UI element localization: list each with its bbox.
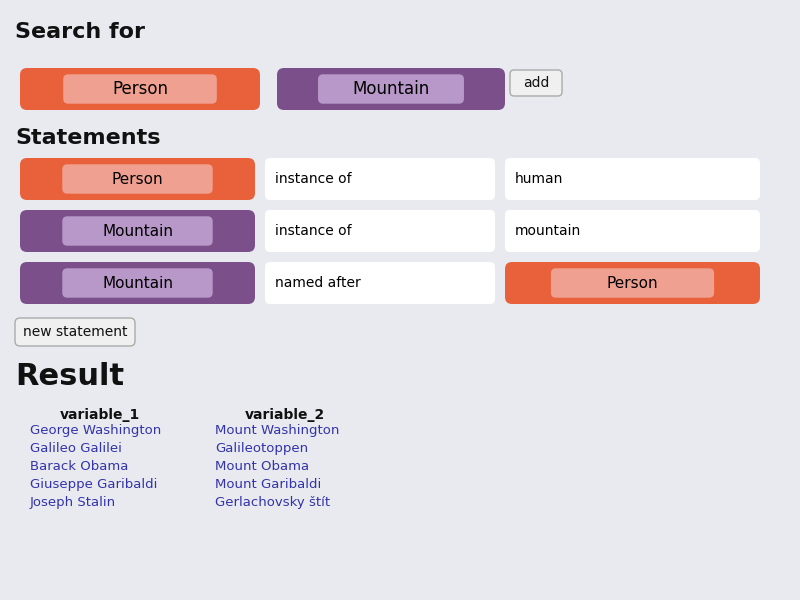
Text: Mount Washington: Mount Washington (215, 424, 339, 437)
Text: Person: Person (606, 275, 658, 290)
Text: Barack Obama: Barack Obama (30, 460, 128, 473)
Text: Joseph Stalin: Joseph Stalin (30, 496, 116, 509)
FancyBboxPatch shape (63, 74, 217, 104)
FancyBboxPatch shape (505, 210, 760, 252)
FancyBboxPatch shape (62, 268, 213, 298)
FancyBboxPatch shape (20, 210, 255, 252)
FancyBboxPatch shape (505, 158, 760, 200)
FancyBboxPatch shape (277, 68, 505, 110)
Text: new statement: new statement (22, 325, 127, 339)
Text: Galileotoppen: Galileotoppen (215, 442, 308, 455)
Text: Giuseppe Garibaldi: Giuseppe Garibaldi (30, 478, 158, 491)
FancyBboxPatch shape (62, 164, 213, 194)
Text: named after: named after (275, 276, 361, 290)
Text: Person: Person (112, 172, 163, 187)
FancyBboxPatch shape (15, 318, 135, 346)
FancyBboxPatch shape (551, 268, 714, 298)
FancyBboxPatch shape (20, 68, 260, 110)
Text: add: add (523, 76, 549, 90)
Text: Search for: Search for (15, 22, 145, 42)
Text: Galileo Galilei: Galileo Galilei (30, 442, 122, 455)
FancyBboxPatch shape (265, 262, 495, 304)
Text: instance of: instance of (275, 224, 352, 238)
FancyBboxPatch shape (20, 158, 255, 200)
Text: mountain: mountain (515, 224, 582, 238)
FancyBboxPatch shape (265, 158, 495, 200)
FancyBboxPatch shape (265, 210, 495, 252)
Text: Mount Obama: Mount Obama (215, 460, 309, 473)
Text: George Washington: George Washington (30, 424, 162, 437)
FancyBboxPatch shape (62, 216, 213, 246)
Text: Mountain: Mountain (352, 80, 430, 98)
FancyBboxPatch shape (20, 262, 255, 304)
Text: Person: Person (112, 80, 168, 98)
Text: variable_1: variable_1 (60, 408, 140, 422)
Text: Mountain: Mountain (102, 223, 173, 238)
Text: Statements: Statements (15, 128, 161, 148)
Text: Mountain: Mountain (102, 275, 173, 290)
FancyBboxPatch shape (510, 70, 562, 96)
Text: Mount Garibaldi: Mount Garibaldi (215, 478, 322, 491)
Text: variable_2: variable_2 (245, 408, 325, 422)
FancyBboxPatch shape (505, 262, 760, 304)
Text: Result: Result (15, 362, 124, 391)
Text: instance of: instance of (275, 172, 352, 186)
Text: Gerlachovsky štít: Gerlachovsky štít (215, 496, 330, 509)
FancyBboxPatch shape (318, 74, 464, 104)
Text: human: human (515, 172, 563, 186)
